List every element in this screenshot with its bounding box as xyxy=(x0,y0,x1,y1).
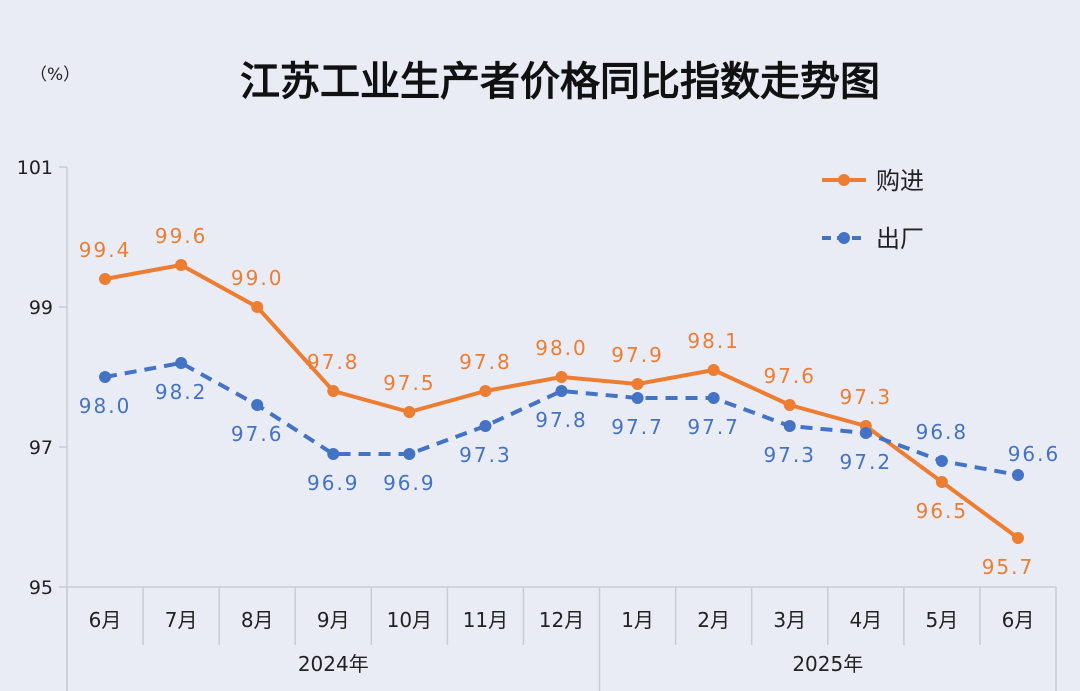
data-point xyxy=(1011,532,1024,544)
data-label: 97.3 xyxy=(840,385,893,409)
data-label: 96.9 xyxy=(383,471,436,495)
data-point xyxy=(707,364,720,376)
data-point xyxy=(99,273,112,285)
chart-title: 江苏工业生产者价格同比指数走势图 xyxy=(240,59,880,105)
x-tick-label: 7月 xyxy=(165,608,198,632)
data-point xyxy=(555,385,568,397)
x-tick-label: 6月 xyxy=(89,608,122,632)
data-point xyxy=(175,259,188,271)
data-label: 97.7 xyxy=(611,415,664,439)
data-label: 99.4 xyxy=(79,238,132,262)
data-point xyxy=(783,420,796,432)
x-year-label: 2025年 xyxy=(792,652,863,676)
data-point xyxy=(327,448,340,460)
data-label: 98.1 xyxy=(687,329,740,353)
data-point xyxy=(251,399,264,411)
x-tick-label: 5月 xyxy=(926,608,959,632)
legend-item-output: 出厂 xyxy=(822,225,924,253)
y-tick-label: 97 xyxy=(29,437,53,459)
x-tick-label: 11月 xyxy=(463,608,508,632)
data-label: 97.7 xyxy=(687,415,740,439)
data-point xyxy=(479,385,492,397)
x-tick-label: 6月 xyxy=(1002,608,1035,632)
data-label: 97.8 xyxy=(307,350,360,374)
data-label: 96.9 xyxy=(307,471,360,495)
y-tick-label: 101 xyxy=(17,157,53,179)
x-year-label: 2024年 xyxy=(298,652,369,676)
x-tick-label: 2月 xyxy=(697,608,730,632)
x-tick-label: 4月 xyxy=(849,608,882,632)
data-point xyxy=(555,371,568,383)
data-point xyxy=(327,385,340,397)
series-layer: 99.4 99.6 99.0 97.8 97.5 97.8 98.0 97.9 98.1 97.6… xyxy=(79,224,1061,579)
legend-marker xyxy=(838,232,850,244)
x-tick-label: 12月 xyxy=(539,608,584,632)
y-axis-unit: （%） xyxy=(30,65,80,85)
x-tick-label: 1月 xyxy=(621,608,654,632)
legend-label: 购进 xyxy=(876,167,924,195)
data-label: 97.8 xyxy=(535,408,588,432)
data-point xyxy=(479,420,492,432)
y-tick-label: 99 xyxy=(29,297,53,319)
data-label: 97.8 xyxy=(459,350,512,374)
data-point xyxy=(403,448,416,460)
axes: 95 97 99 101 6月 7月 8月 9月 10月 11月 12月 1月 2月 3月 4月 5月 6月 20… xyxy=(17,157,1057,691)
x-tick-label: 3月 xyxy=(773,608,806,632)
data-point xyxy=(935,476,948,488)
x-tick-label: 10月 xyxy=(387,608,432,632)
data-label: 97.3 xyxy=(763,443,816,467)
data-point xyxy=(631,378,644,390)
x-tick-label: 9月 xyxy=(317,608,350,632)
series-purchase: 99.4 99.6 99.0 97.8 97.5 97.8 98.0 97.9 98.1 97.6… xyxy=(79,224,1035,579)
data-label: 96.6 xyxy=(1008,442,1061,466)
data-label: 99.0 xyxy=(231,266,284,290)
legend-marker xyxy=(838,174,850,186)
legend-label: 出厂 xyxy=(876,225,924,253)
data-label: 98.0 xyxy=(535,336,588,360)
data-label: 97.5 xyxy=(383,371,436,395)
data-label: 95.7 xyxy=(982,555,1035,579)
data-point xyxy=(935,455,948,467)
data-label: 96.8 xyxy=(916,420,969,444)
data-point xyxy=(99,371,112,383)
data-point xyxy=(1011,469,1024,481)
y-tick-label: 95 xyxy=(29,577,53,599)
data-label: 99.6 xyxy=(155,224,208,248)
data-point xyxy=(783,399,796,411)
x-tick-label: 8月 xyxy=(241,608,274,632)
data-label: 97.9 xyxy=(611,343,664,367)
data-point xyxy=(707,392,720,404)
data-point xyxy=(859,427,872,439)
data-label: 98.0 xyxy=(79,394,132,418)
data-point xyxy=(631,392,644,404)
series-output: 98.0 98.2 97.6 96.9 96.9 97.3 97.8 97.7 97.7 97.3… xyxy=(79,357,1061,495)
data-label: 97.6 xyxy=(231,422,284,446)
data-label: 97.6 xyxy=(763,364,816,388)
data-label: 97.2 xyxy=(840,450,893,474)
data-label: 97.3 xyxy=(459,443,512,467)
legend-item-purchase: 购进 xyxy=(822,167,924,195)
data-point xyxy=(403,406,416,418)
data-point xyxy=(251,301,264,313)
data-point xyxy=(175,357,188,369)
data-label: 96.5 xyxy=(916,499,969,523)
data-label: 98.2 xyxy=(155,380,208,404)
